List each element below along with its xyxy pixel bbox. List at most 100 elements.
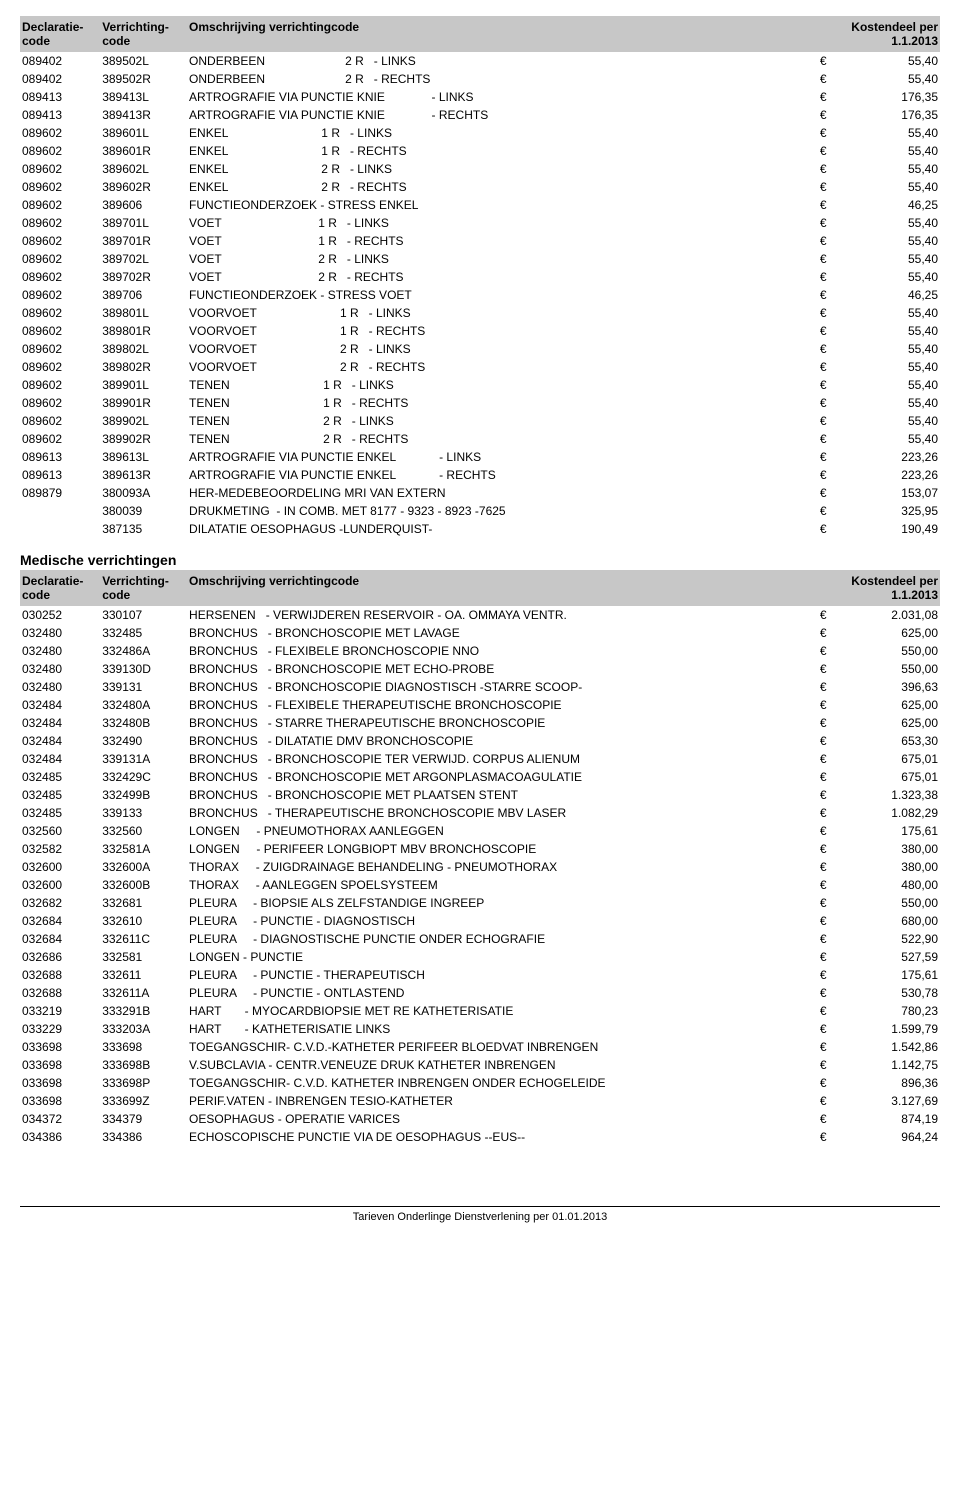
cell-declaratiecode: 032485 <box>20 804 100 822</box>
cell-declaratiecode: 034386 <box>20 1128 100 1146</box>
header-decl-l1-2: Declaratie- <box>22 574 83 588</box>
cell-kostendeel: 55,40 <box>829 70 940 88</box>
cell-euro: € <box>811 484 829 502</box>
cell-euro: € <box>811 52 829 70</box>
cell-verrichtingcode: 389901L <box>100 376 187 394</box>
cell-verrichtingcode: 333291B <box>100 1002 187 1020</box>
cell-verrichtingcode: 332499B <box>100 786 187 804</box>
table-row: 032480332486ABRONCHUS - FLEXIBELE BRONCH… <box>20 642 940 660</box>
cell-kostendeel: 2.031,08 <box>829 606 940 624</box>
table-row: 089602389802RVOORVOET 2 R - RECHTS€55,40 <box>20 358 940 376</box>
cell-kostendeel: 527,59 <box>829 948 940 966</box>
cell-euro: € <box>811 160 829 178</box>
cell-kostendeel: 175,61 <box>829 822 940 840</box>
cell-declaratiecode: 033229 <box>20 1020 100 1038</box>
cell-kostendeel: 680,00 <box>829 912 940 930</box>
cell-kostendeel: 780,23 <box>829 1002 940 1020</box>
cell-omschrijving: ONDERBEEN 2 R - RECHTS <box>187 70 811 88</box>
page-footer: Tarieven Onderlinge Dienstverlening per … <box>20 1206 940 1223</box>
table-row: 033219333291BHART - MYOCARDBIOPSIE MET R… <box>20 1002 940 1020</box>
cell-omschrijving: VOORVOET 2 R - LINKS <box>187 340 811 358</box>
cell-kostendeel: 176,35 <box>829 88 940 106</box>
cell-omschrijving: BRONCHUS - STARRE THERAPEUTISCHE BRONCHO… <box>187 714 811 732</box>
cell-kostendeel: 530,78 <box>829 984 940 1002</box>
cell-declaratiecode: 033698 <box>20 1038 100 1056</box>
cell-verrichtingcode: 334379 <box>100 1110 187 1128</box>
cell-omschrijving: PLEURA - DIAGNOSTISCHE PUNCTIE ONDER ECH… <box>187 930 811 948</box>
cell-verrichtingcode: 332560 <box>100 822 187 840</box>
cell-kostendeel: 55,40 <box>829 142 940 160</box>
cell-euro: € <box>811 840 829 858</box>
cell-euro: € <box>811 502 829 520</box>
table-row: 089602389701RVOET 1 R - RECHTS€55,40 <box>20 232 940 250</box>
cell-verrichtingcode: 389801L <box>100 304 187 322</box>
cell-verrichtingcode: 332480A <box>100 696 187 714</box>
cell-verrichtingcode: 332611A <box>100 984 187 1002</box>
cell-euro: € <box>811 894 829 912</box>
table-row: 089879380093AHER-MEDEBEOORDELING MRI VAN… <box>20 484 940 502</box>
cell-declaratiecode: 089602 <box>20 160 100 178</box>
table-row: 089602389801RVOORVOET 1 R - RECHTS€55,40 <box>20 322 940 340</box>
cell-omschrijving: PERIF.VATEN - INBRENGEN TESIO-KATHETER <box>187 1092 811 1110</box>
cell-kostendeel: 625,00 <box>829 624 940 642</box>
cell-omschrijving: ENKEL 2 R - LINKS <box>187 160 811 178</box>
cell-kostendeel: 964,24 <box>829 1128 940 1146</box>
cell-declaratiecode: 032600 <box>20 876 100 894</box>
cell-verrichtingcode: 389706 <box>100 286 187 304</box>
cell-kostendeel: 1.542,86 <box>829 1038 940 1056</box>
cell-euro: € <box>811 142 829 160</box>
cell-euro: € <box>811 1002 829 1020</box>
cell-euro: € <box>811 768 829 786</box>
cell-declaratiecode: 032484 <box>20 750 100 768</box>
cell-euro: € <box>811 606 829 624</box>
cell-verrichtingcode: 332480B <box>100 714 187 732</box>
cell-declaratiecode: 032485 <box>20 768 100 786</box>
cell-kostendeel: 380,00 <box>829 858 940 876</box>
table-row: 032484339131ABRONCHUS - BRONCHOSCOPIE TE… <box>20 750 940 768</box>
cell-verrichtingcode: 389802R <box>100 358 187 376</box>
cell-declaratiecode: 032480 <box>20 660 100 678</box>
cell-omschrijving: FUNCTIEONDERZOEK - STRESS ENKEL <box>187 196 811 214</box>
cell-kostendeel: 1.082,29 <box>829 804 940 822</box>
cell-declaratiecode: 089602 <box>20 250 100 268</box>
table-row: 032560332560LONGEN - PNEUMOTHORAX AANLEG… <box>20 822 940 840</box>
cell-verrichtingcode: 332486A <box>100 642 187 660</box>
cell-declaratiecode: 033698 <box>20 1092 100 1110</box>
cell-declaratiecode <box>20 502 100 520</box>
cell-euro: € <box>811 520 829 538</box>
cell-kostendeel: 55,40 <box>829 232 940 250</box>
cell-verrichtingcode: 333698B <box>100 1056 187 1074</box>
table-row: 089602389701LVOET 1 R - LINKS€55,40 <box>20 214 940 232</box>
cell-verrichtingcode: 389601L <box>100 124 187 142</box>
tariff-table-2: Declaratie- code Verrichting- code Omsch… <box>20 570 940 1146</box>
cell-kostendeel: 1.142,75 <box>829 1056 940 1074</box>
cell-omschrijving: ENKEL 1 R - LINKS <box>187 124 811 142</box>
cell-omschrijving: HART - KATHETERISATIE LINKS <box>187 1020 811 1038</box>
header-verrichting-2: Verrichting- code <box>100 570 187 606</box>
cell-omschrijving: TENEN 2 R - RECHTS <box>187 430 811 448</box>
cell-verrichtingcode: 389701R <box>100 232 187 250</box>
cell-verrichtingcode: 339130D <box>100 660 187 678</box>
cell-omschrijving: TENEN 1 R - LINKS <box>187 376 811 394</box>
cell-declaratiecode: 032686 <box>20 948 100 966</box>
cell-declaratiecode: 089602 <box>20 322 100 340</box>
cell-verrichtingcode: 333203A <box>100 1020 187 1038</box>
cell-declaratiecode: 032688 <box>20 966 100 984</box>
table-row: 032480339131BRONCHUS - BRONCHOSCOPIE DIA… <box>20 678 940 696</box>
cell-omschrijving: VOET 1 R - LINKS <box>187 214 811 232</box>
table-row: 033698333698TOEGANGSCHIR- C.V.D.-KATHETE… <box>20 1038 940 1056</box>
table-row: 032484332480BBRONCHUS - STARRE THERAPEUT… <box>20 714 940 732</box>
cell-omschrijving: BRONCHUS - BRONCHOSCOPIE MET ARGONPLASMA… <box>187 768 811 786</box>
cell-verrichtingcode: 339131 <box>100 678 187 696</box>
cell-kostendeel: 55,40 <box>829 52 940 70</box>
cell-declaratiecode: 032684 <box>20 930 100 948</box>
cell-declaratiecode: 033219 <box>20 1002 100 1020</box>
cell-declaratiecode: 089602 <box>20 304 100 322</box>
cell-kostendeel: 55,40 <box>829 394 940 412</box>
cell-declaratiecode: 089613 <box>20 466 100 484</box>
cell-omschrijving: ONDERBEEN 2 R - LINKS <box>187 52 811 70</box>
cell-euro: € <box>811 394 829 412</box>
cell-declaratiecode: 089613 <box>20 448 100 466</box>
cell-euro: € <box>811 70 829 88</box>
cell-euro: € <box>811 732 829 750</box>
